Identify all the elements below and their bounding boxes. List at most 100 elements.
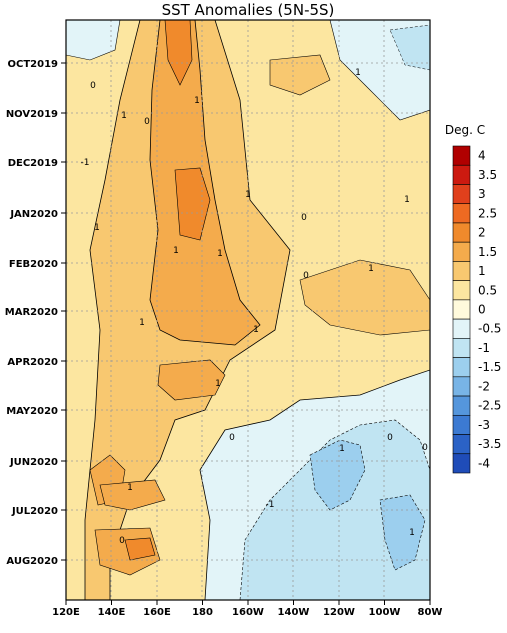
colorbar-swatch	[452, 164, 471, 185]
colorbar-swatch	[452, 376, 471, 397]
y-tick-label: APR2020	[7, 357, 58, 368]
field-warm-15d	[99, 479, 166, 511]
x-tick-label: 120W	[323, 607, 355, 618]
contour-label: 1	[339, 444, 345, 454]
colorbar-unit: Deg. C	[445, 123, 485, 137]
colorbar-swatch	[452, 145, 471, 166]
colorbar-swatch	[452, 261, 471, 281]
colorbar-swatch	[452, 434, 471, 455]
field-east-cool-3	[309, 439, 366, 511]
y-tick-label: MAR2020	[5, 307, 58, 318]
colorbar-label: 3	[478, 187, 486, 201]
chart-title: SST Anomalies (5N-5S)	[162, 1, 335, 19]
contour-label: 0	[387, 433, 393, 443]
colorbar-swatch	[452, 203, 471, 224]
colorbar-label: 1.5	[478, 245, 497, 259]
y-tick-label: DEC2019	[8, 158, 58, 169]
field-warm-2b	[174, 167, 211, 241]
colorbar-swatch	[452, 222, 471, 243]
contour-label: 1	[217, 249, 223, 259]
x-tick-label: 80W	[418, 607, 443, 618]
colorbar-swatch	[452, 395, 471, 416]
y-tick-label: MAY2020	[6, 406, 58, 417]
x-axis: 120E 140E 160E 180 160W 140W 120W 100W 80W	[52, 600, 442, 618]
colorbar-swatch	[452, 338, 471, 358]
colorbar-label: -3	[478, 418, 490, 432]
y-tick-label: JAN2020	[9, 209, 58, 220]
colorbar-swatch	[452, 414, 471, 435]
colorbar-label: -2	[478, 379, 490, 393]
grid-lines	[66, 20, 430, 600]
y-tick-label: AUG2020	[6, 556, 58, 567]
contour-label: 1	[127, 483, 133, 493]
colorbar-swatch	[452, 299, 471, 320]
contour-label: 1	[121, 111, 127, 121]
contour-label: 0	[229, 433, 235, 443]
field-warm-15	[149, 20, 261, 346]
field-warm-1c	[269, 54, 331, 96]
colorbar-swatch	[452, 357, 471, 378]
colorbar-label: -0.5	[478, 322, 501, 336]
y-tick-label: OCT2019	[8, 59, 59, 70]
contour-label: -1	[81, 158, 90, 168]
contour-label: 0	[422, 443, 428, 453]
colorbar-swatch	[452, 280, 471, 301]
contour-label: 0	[301, 213, 307, 223]
contour-label: -1	[266, 500, 275, 510]
contour-label: 0	[144, 117, 150, 127]
contour-label: 1	[355, 68, 361, 78]
contour-label: 1	[173, 246, 179, 256]
field-nw-cool	[66, 20, 121, 61]
field-east-cool-4	[379, 494, 426, 571]
x-tick-label: 120E	[52, 607, 80, 618]
contour-label: 1	[139, 318, 145, 328]
field-warm-15b	[157, 359, 226, 401]
colorbar-label: 4	[478, 149, 486, 163]
field-east-cool-2	[239, 419, 430, 600]
field-ne-cool-2	[389, 24, 430, 71]
contour-label: 1	[409, 528, 415, 538]
contour-label: 1	[404, 195, 410, 205]
contour-label: 0	[90, 81, 96, 91]
colorbar-label: 3.5	[478, 168, 497, 182]
colorbar-label: -2.5	[478, 399, 501, 413]
contour-label: 1	[215, 379, 221, 389]
colorbar-label: -1.5	[478, 360, 501, 374]
colorbar-label: 2	[478, 226, 486, 240]
y-tick-label: JUN2020	[9, 457, 58, 468]
colorbar-label: 0	[478, 303, 486, 317]
colorbar-label: 2.5	[478, 206, 497, 220]
colorbar-label: 0.5	[478, 283, 497, 297]
colorbar-label: -4	[478, 456, 490, 470]
colorbar: 4 3.5 3 2.5 2 1.5 1 0.5 0 -0.5 -1 -1.5 -2 -2.5 -3 -3.5 -…	[452, 145, 501, 474]
contour-label: 1	[245, 190, 251, 200]
x-tick-label: 180	[192, 607, 213, 618]
colorbar-swatch	[452, 184, 471, 205]
contour-label: 0	[119, 536, 125, 546]
field-warm-2	[164, 20, 193, 86]
y-tick-label: JUL2020	[11, 506, 58, 517]
y-axis: OCT2019 NOV2019 DEC2019 JAN2020 FEB2020 MAR20…	[5, 59, 66, 567]
contour-label: 1	[253, 325, 259, 335]
colorbar-swatch	[452, 241, 471, 262]
x-tick-label: 160W	[232, 607, 264, 618]
y-tick-label: NOV2019	[6, 109, 58, 120]
colorbar-label: 1	[478, 264, 486, 278]
colorbar-label: -1	[478, 341, 490, 355]
x-tick-label: 160E	[143, 607, 171, 618]
colorbar-swatch	[452, 453, 471, 474]
contour-label: 0	[303, 271, 309, 281]
colorbar-label: -3.5	[478, 437, 501, 451]
contour-label: 1	[94, 223, 100, 233]
plot-area: 0 1 1 0 1 1 1 1 1 1 1 0 0 1 1 1 0 1 0 -1 0 1 0 1 -1	[66, 20, 430, 600]
x-tick-label: 140E	[98, 607, 126, 618]
contour-label: 1	[368, 264, 374, 274]
x-tick-label: 100W	[369, 607, 401, 618]
colorbar-swatch	[452, 318, 471, 339]
y-tick-label: FEB2020	[9, 259, 58, 270]
field-warm-2c	[124, 537, 156, 561]
contour-labels: 0 1 1 0 1 1 1 1 1 1 1 0 0 1 1 1 0 1 0 -1 0 1 0 1 -1	[81, 68, 429, 546]
x-tick-label: 140W	[278, 607, 310, 618]
contour-label: 1	[194, 96, 200, 106]
